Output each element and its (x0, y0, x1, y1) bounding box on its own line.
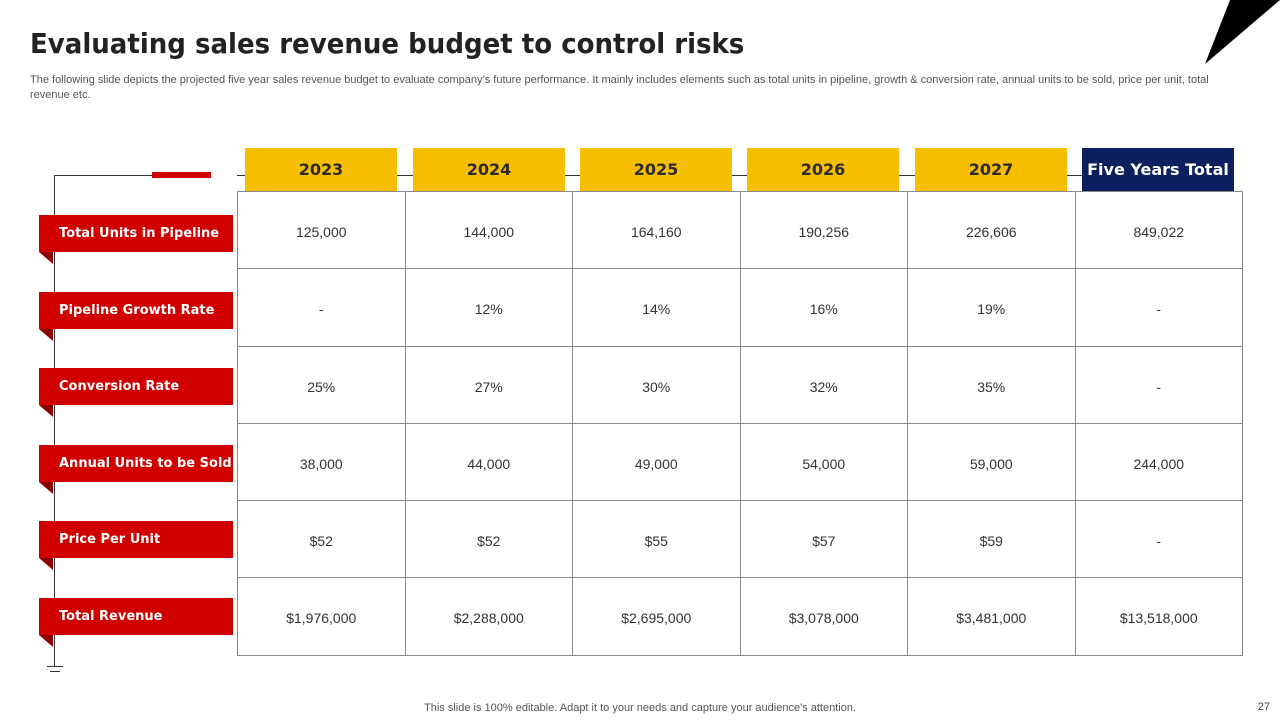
row-label-total-revenue: Total Revenue (39, 598, 233, 635)
table-cell: $3,078,000 (740, 578, 908, 656)
slide-title: Evaluating sales revenue budget to contr… (30, 27, 745, 60)
table-cell: - (1075, 269, 1243, 347)
table-cell: $55 (573, 501, 741, 579)
table-cell: $2,695,000 (573, 578, 741, 656)
table-cell: 14% (573, 269, 741, 347)
connector-line (54, 175, 154, 176)
table-cell: 27% (405, 346, 573, 424)
table-row: - 12% 14% 16% 19% - (238, 269, 1243, 347)
row-label-price-per-unit: Price Per Unit (39, 521, 233, 558)
table-row: 25% 27% 30% 32% 35% - (238, 346, 1243, 424)
footer-note: This slide is 100% editable. Adapt it to… (424, 702, 856, 714)
table-cell: 54,000 (740, 423, 908, 502)
corner-decoration (1205, 0, 1280, 64)
table-cell: 12% (405, 269, 573, 347)
table-cell: $57 (740, 501, 908, 579)
connector-line (54, 175, 55, 667)
table-cell: 144,000 (405, 192, 573, 270)
table-cell: 32% (740, 346, 908, 424)
table-cell: 49,000 (573, 423, 741, 502)
column-header-2026: 2026 (747, 148, 899, 191)
table-cell: $1,976,000 (238, 578, 406, 656)
column-header-2025: 2025 (580, 148, 732, 191)
row-label-growth-rate: Pipeline Growth Rate (39, 292, 233, 329)
table-cell: 25% (238, 346, 406, 424)
table-cell: - (1075, 346, 1243, 424)
table-cell: 849,022 (1075, 192, 1243, 270)
column-header-2027: 2027 (915, 148, 1067, 191)
column-header-total: Five Years Total (1082, 148, 1234, 191)
table-row: 125,000 144,000 164,160 190,256 226,606 … (238, 192, 1243, 270)
slide-subtitle: The following slide depicts the projecte… (30, 74, 1209, 101)
table-cell: 59,000 (908, 423, 1076, 502)
table-cell: 19% (908, 269, 1076, 347)
table-cell: $3,481,000 (908, 578, 1076, 656)
table-row: $52 $52 $55 $57 $59 - (238, 501, 1243, 579)
row-label-total-units: Total Units in Pipeline (39, 215, 233, 252)
table-cell: 38,000 (238, 423, 406, 502)
page-number: 27 (1257, 701, 1270, 713)
table-cell: - (238, 269, 406, 347)
table-cell: 226,606 (908, 192, 1076, 270)
budget-table: 125,000 144,000 164,160 190,256 226,606 … (237, 191, 1243, 656)
table-cell: 244,000 (1075, 423, 1243, 502)
table-cell: 44,000 (405, 423, 573, 502)
table-cell: - (1075, 501, 1243, 579)
connector-end (50, 671, 60, 672)
row-label-annual-units: Annual Units to be Sold (39, 445, 233, 482)
table-row: $1,976,000 $2,288,000 $2,695,000 $3,078,… (238, 578, 1243, 656)
table-cell: $52 (405, 501, 573, 579)
table-row: 38,000 44,000 49,000 54,000 59,000 244,0… (238, 423, 1243, 502)
table-cell: 35% (908, 346, 1076, 424)
table-cell: 16% (740, 269, 908, 347)
table-cell: $52 (238, 501, 406, 579)
table-cell: 125,000 (238, 192, 406, 270)
table-cell: 164,160 (573, 192, 741, 270)
accent-bar (152, 172, 211, 178)
column-header-2024: 2024 (413, 148, 565, 191)
table-cell: 30% (573, 346, 741, 424)
connector-end (47, 666, 63, 667)
column-header-2023: 2023 (245, 148, 397, 191)
table-cell: $59 (908, 501, 1076, 579)
table-cell: $2,288,000 (405, 578, 573, 656)
table-cell: $13,518,000 (1075, 578, 1243, 656)
row-label-conversion-rate: Conversion Rate (39, 368, 233, 405)
table-cell: 190,256 (740, 192, 908, 270)
